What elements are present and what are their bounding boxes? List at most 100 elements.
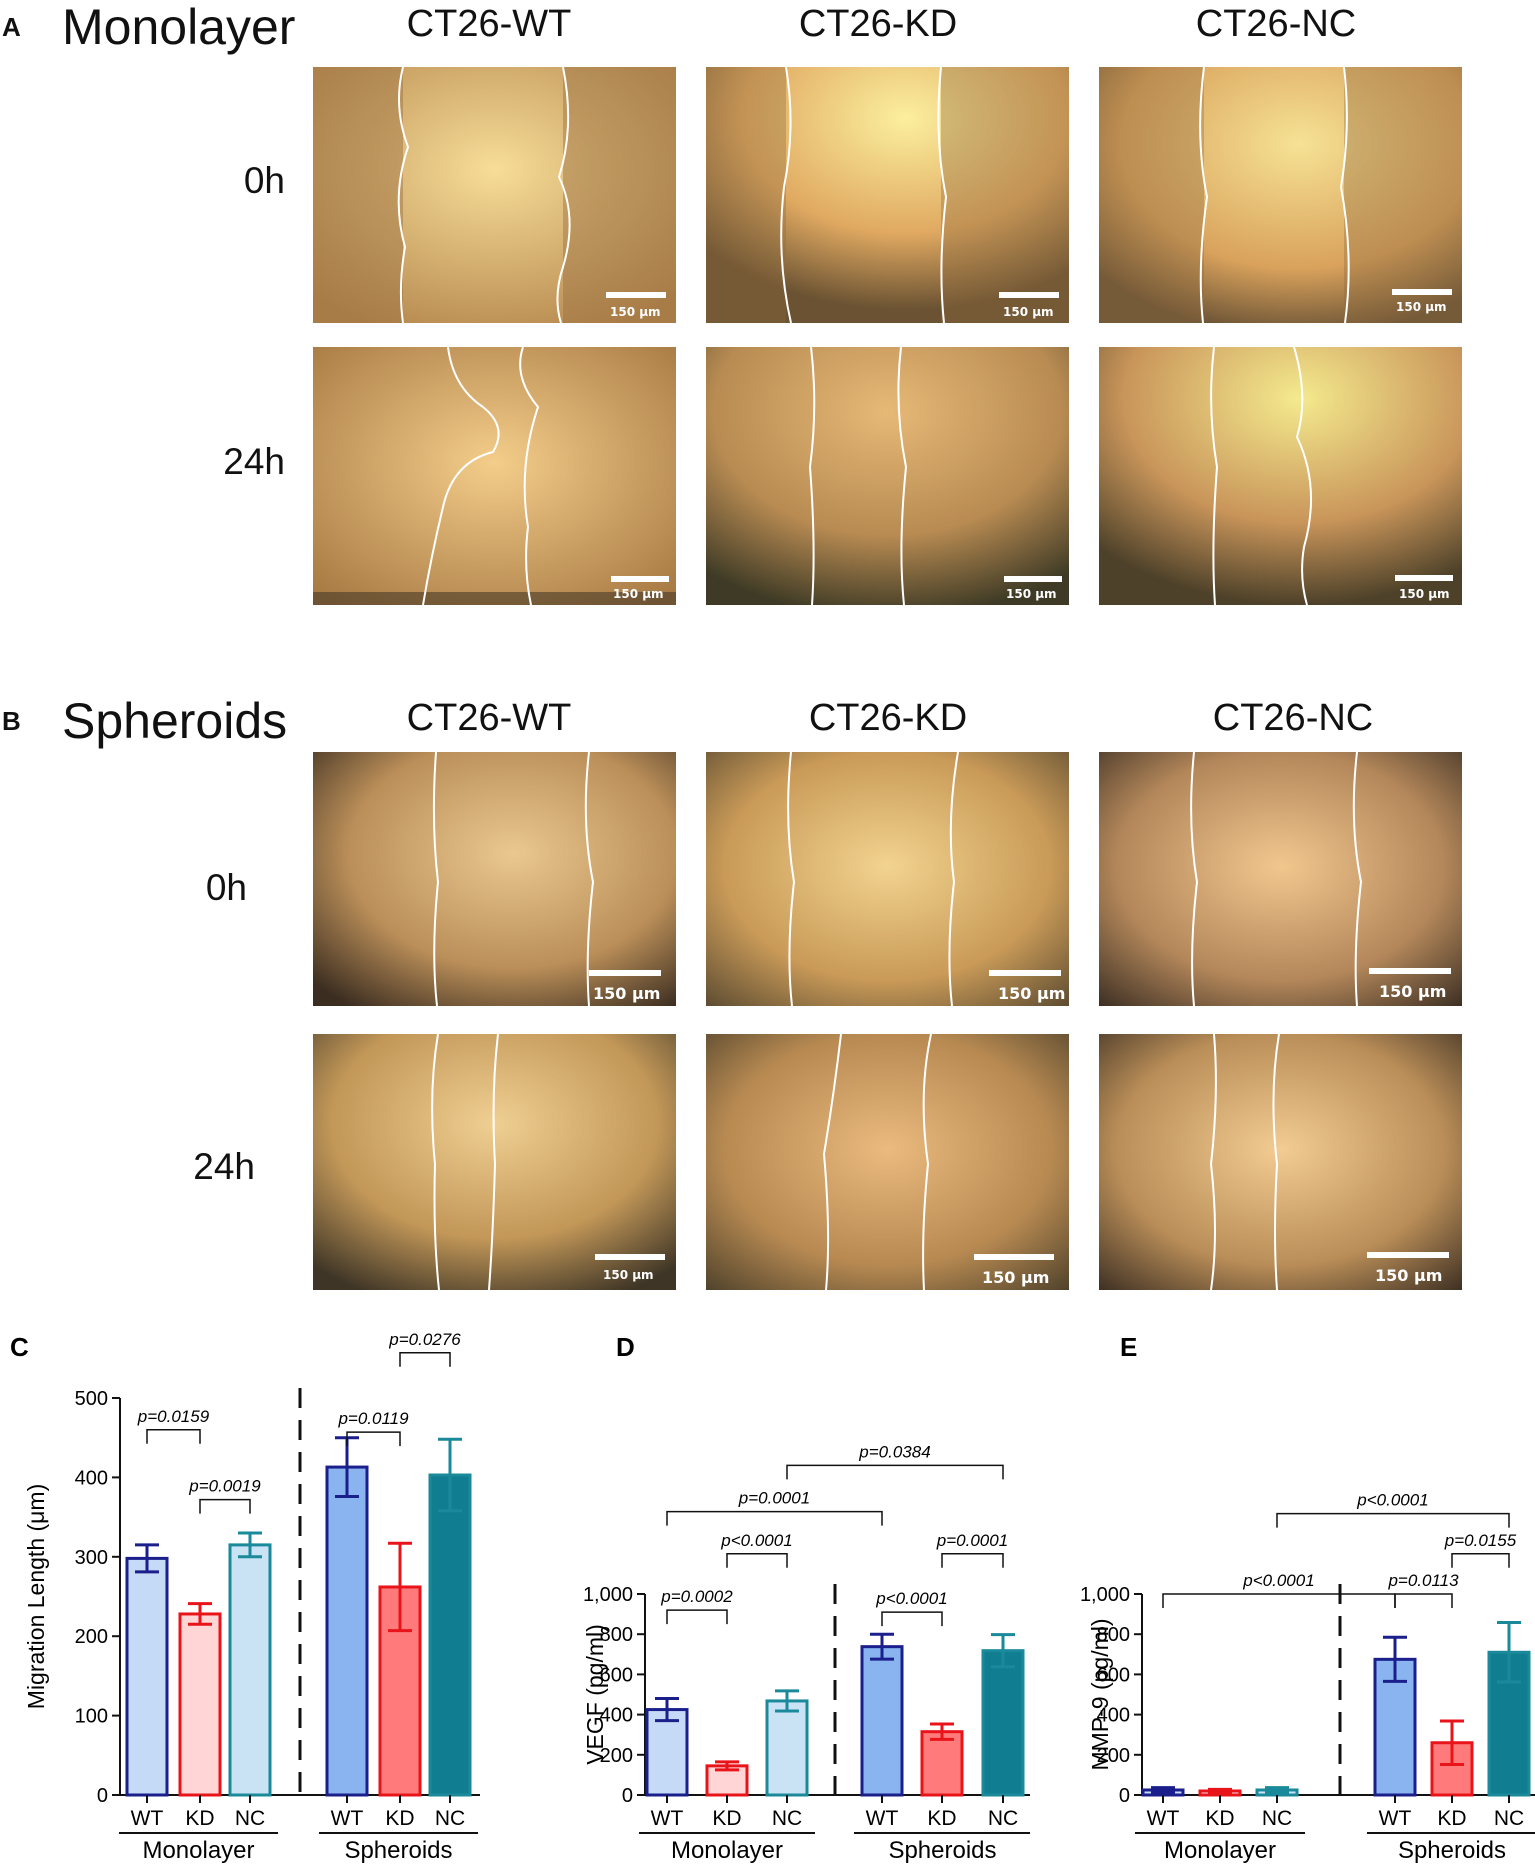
scale-bar <box>1004 576 1062 582</box>
micrograph-a-kd-0h: 150 μm <box>706 67 1069 323</box>
chart-c-migration-length: C 0 100 200 300 400 500 Migration Length (μm) WT… <box>10 1330 480 1864</box>
panel-b-row-0h: 0h <box>205 867 247 908</box>
chart-e-mmp9: E 0 200 400 600 800 1,000 MMP-9 (pg/ml) WT KD NC WT… <box>1080 1332 1535 1864</box>
p-value-label: p=0.0113 <box>1387 1571 1459 1590</box>
x-tick-label: KD <box>185 1807 214 1830</box>
scale-bar <box>1395 575 1453 581</box>
scale-label: 150 μm <box>593 984 661 1003</box>
panel-letter: C <box>10 1332 29 1362</box>
significance-bracket <box>1276 1512 1510 1528</box>
panel-a-letter: A <box>2 12 21 42</box>
y-tick-label: 400 <box>1097 1705 1130 1727</box>
group-label-monolayer: Monolayer <box>671 1837 783 1864</box>
group-label-spheroids: Spheroids <box>888 1837 996 1864</box>
panel-a-col-nc: CT26-NC <box>1195 3 1357 45</box>
y-tick-label: 0 <box>1119 1785 1130 1807</box>
p-value-label: p=0.0384 <box>858 1442 930 1461</box>
panel-b-letter: B <box>2 706 21 736</box>
micrograph-a-nc-24h: 150 μm <box>1099 347 1462 605</box>
bar-wt <box>860 1645 904 1797</box>
significance-bracket <box>1162 1593 1396 1608</box>
bar-kd <box>178 1612 222 1797</box>
scale-bar <box>589 970 661 976</box>
scale-bar <box>1369 968 1451 974</box>
x-tick-label: WT <box>1379 1807 1412 1830</box>
p-value-label: p=0.0001 <box>738 1489 810 1508</box>
x-tick-label: NC <box>988 1807 1018 1830</box>
scale-label: 150 μm <box>1399 587 1450 601</box>
significance-bracket <box>666 1609 728 1625</box>
significance-bracket <box>399 1351 451 1367</box>
micrograph-b-wt-24h: 150 μm <box>313 1034 676 1290</box>
bar-kd <box>920 1730 964 1797</box>
panel-a-title: Monolayer <box>62 0 296 55</box>
y-tick-label: 600 <box>1097 1664 1130 1686</box>
scale-label: 150 μm <box>610 305 661 319</box>
p-value-label: p<0.0001 <box>1242 1571 1314 1590</box>
y-axis-title: Migration Length (μm) <box>23 1484 49 1709</box>
x-tick-label: WT <box>331 1807 364 1830</box>
micrograph-b-kd-0h: 150 μm <box>706 752 1069 1006</box>
panel-letter: D <box>616 1332 635 1362</box>
panel-a-col-kd: CT26-KD <box>798 3 958 45</box>
x-tick-label: WT <box>866 1807 899 1830</box>
p-value-label: p<0.0001 <box>720 1531 792 1550</box>
y-tick-label: 400 <box>600 1705 633 1727</box>
y-tick-label: 200 <box>1097 1745 1130 1767</box>
chart-d-vegf: D 0 200 400 600 800 1,000 VEGF (pg/ml) WT KD NC WT K… <box>582 1332 1030 1864</box>
significance-bracket <box>346 1431 401 1447</box>
scale-label: 150 μm <box>613 587 664 601</box>
significance-bracket <box>199 1498 251 1514</box>
y-tick-label: 800 <box>1097 1624 1130 1646</box>
micrograph-a-wt-24h: 150 μm <box>313 347 676 605</box>
x-tick-label: KD <box>385 1807 414 1830</box>
micrograph-a-wt-0h: 150 μm <box>313 67 676 323</box>
significance-bracket <box>941 1553 1004 1568</box>
scale-bar <box>595 1254 665 1260</box>
x-tick-label: KD <box>712 1807 741 1830</box>
significance-bracket <box>666 1510 883 1526</box>
group-label-spheroids: Spheroids <box>1398 1837 1506 1864</box>
panel-b-row-24h: 24h <box>193 1146 255 1187</box>
scale-bar <box>974 1254 1054 1260</box>
group-label-monolayer: Monolayer <box>1164 1837 1276 1864</box>
micrograph-a-nc-0h: 150 μm <box>1099 67 1462 323</box>
significance-bracket <box>726 1553 788 1568</box>
panel-a-col-wt: CT26-WT <box>406 3 572 45</box>
significance-bracket <box>1451 1553 1510 1568</box>
micrograph-b-nc-0h: 150 μm <box>1099 752 1462 1006</box>
significance-bracket <box>146 1429 201 1444</box>
bar-wt <box>325 1465 369 1797</box>
bar-nc <box>981 1649 1025 1797</box>
p-value-label: p=0.0159 <box>137 1407 210 1426</box>
panel-b-col-nc: CT26-NC <box>1212 697 1374 739</box>
micrograph-b-wt-0h: 150 μm <box>313 752 676 1006</box>
y-tick-label: 300 <box>75 1547 108 1569</box>
scale-bar <box>606 292 666 298</box>
p-value-label: p=0.0019 <box>188 1477 261 1496</box>
scale-bar <box>1367 1252 1449 1258</box>
y-tick-label: 0 <box>622 1785 633 1807</box>
bar-wt <box>645 1708 689 1797</box>
p-value-label: p<0.0001 <box>875 1589 947 1608</box>
x-tick-label: NC <box>1494 1807 1524 1830</box>
p-value-label: p<0.0001 <box>1356 1491 1428 1510</box>
panel-a-row-0h: 0h <box>243 160 285 201</box>
x-tick-label: NC <box>772 1807 802 1830</box>
panel-letter: E <box>1120 1332 1137 1362</box>
x-tick-label: KD <box>1205 1807 1234 1830</box>
scale-bar <box>611 576 669 582</box>
y-tick-label: 500 <box>75 1388 108 1410</box>
p-value-label: p=0.0001 <box>936 1531 1008 1550</box>
micrograph-a-kd-24h: 150 μm <box>706 347 1069 605</box>
x-tick-label: WT <box>1147 1807 1180 1830</box>
bar-nc <box>228 1543 272 1797</box>
scale-label: 150 μm <box>1003 305 1054 319</box>
y-tick-label: 200 <box>75 1626 108 1648</box>
y-tick-label: 0 <box>97 1785 108 1807</box>
panel-a-row-24h: 24h <box>223 441 285 482</box>
group-label-spheroids: Spheroids <box>344 1837 452 1864</box>
x-tick-label: NC <box>435 1807 465 1830</box>
scale-label: 150 μm <box>603 1268 654 1282</box>
scale-label: 150 μm <box>1375 1266 1443 1285</box>
